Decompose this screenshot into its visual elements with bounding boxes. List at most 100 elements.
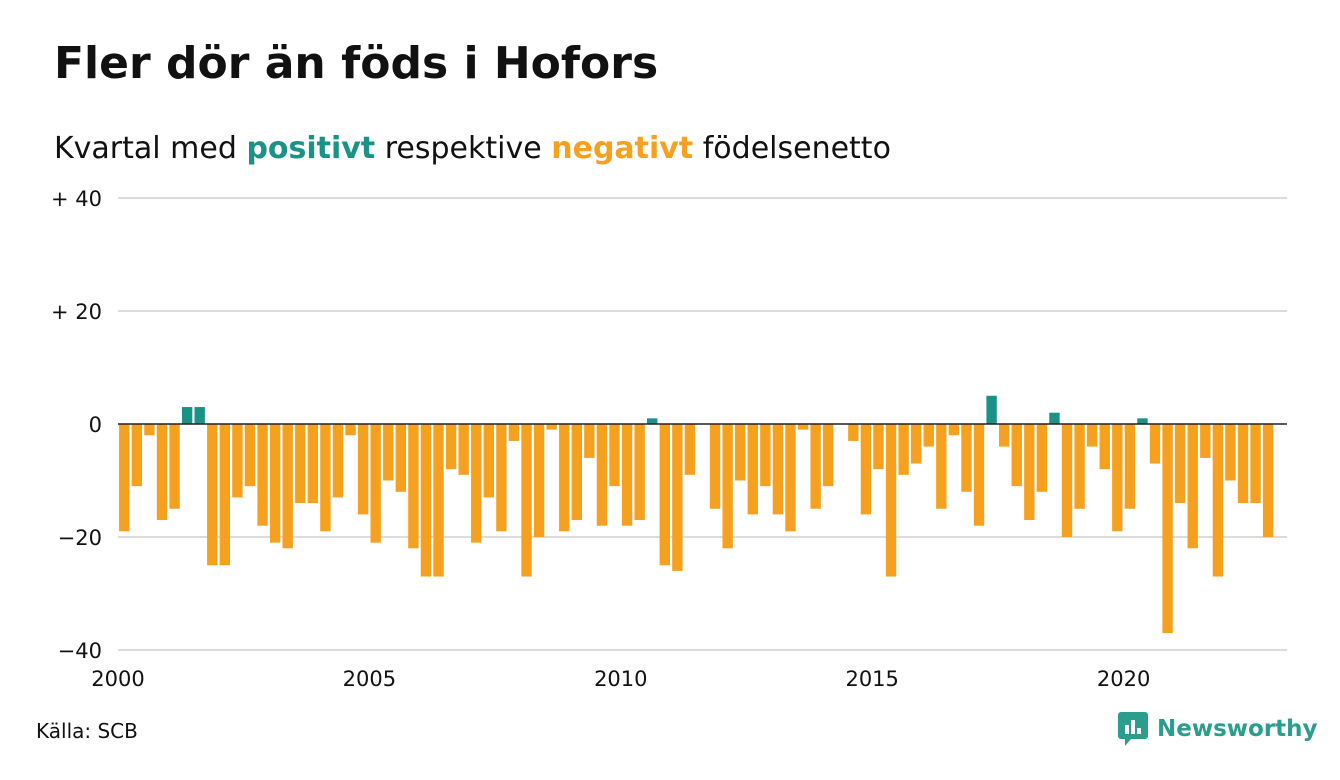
bar-negative <box>584 424 595 458</box>
bar-positive <box>181 407 193 424</box>
bar-negative <box>295 424 306 504</box>
x-axis-ticks: 2000 2005 2010 2015 2020 <box>91 667 1150 691</box>
x-tick-label: 2005 <box>343 667 396 691</box>
bar-negative <box>370 424 381 543</box>
newsworthy-logo-icon <box>1118 712 1148 746</box>
bar-negative <box>357 424 369 515</box>
bar-negative <box>1074 424 1085 509</box>
bar-positive <box>1049 412 1060 424</box>
x-tick-label: 2020 <box>1097 667 1150 691</box>
x-tick-label: 2015 <box>845 667 898 691</box>
subtitle-suffix: födelsenetto <box>702 131 891 166</box>
bar-negative <box>961 424 972 492</box>
bar-negative <box>1262 424 1274 537</box>
bar-negative <box>244 424 256 487</box>
bar-negative <box>772 424 784 515</box>
x-tick-label: 2000 <box>91 667 144 691</box>
bar-negative <box>1024 424 1035 521</box>
bar-negative <box>420 424 432 577</box>
grid-layer <box>118 197 1287 651</box>
y-tick-label: −20 <box>58 526 102 550</box>
y-tick-label: + 20 <box>51 300 102 324</box>
bar-negative <box>785 424 796 532</box>
bar-negative <box>559 424 570 532</box>
bar-negative <box>458 424 469 475</box>
bar-negative <box>1237 424 1249 504</box>
bar-negative <box>156 424 168 521</box>
bar-negative <box>1250 424 1261 504</box>
subtitle-negative-word: negativt <box>551 131 694 166</box>
bar-negative <box>735 424 746 481</box>
bar-negative <box>1124 424 1136 509</box>
bar-negative <box>659 424 670 566</box>
source-label: Källa: SCB <box>36 719 138 743</box>
bar-negative <box>269 424 281 543</box>
bar-negative <box>1187 424 1198 549</box>
bar-negative <box>282 424 293 549</box>
y-tick-label: + 40 <box>51 187 102 211</box>
bar-negative <box>332 424 344 498</box>
bar-negative <box>383 424 394 481</box>
bar-negative <box>345 424 356 436</box>
bar-positive <box>194 407 205 424</box>
bar-negative <box>320 424 331 532</box>
bar-negative <box>144 424 155 436</box>
bar-negative <box>546 424 557 430</box>
bar-negative <box>672 424 683 571</box>
bar-negative <box>533 424 545 537</box>
bar-negative <box>169 424 180 509</box>
bar-negative <box>860 424 872 515</box>
chart-title: Fler dör än föds i Hofors <box>54 38 659 89</box>
bar-negative <box>207 424 218 566</box>
bar-negative <box>911 424 922 464</box>
bar-positive <box>647 418 658 424</box>
bar-negative <box>307 424 319 504</box>
bar-negative <box>596 424 608 526</box>
bar-negative <box>395 424 407 492</box>
bar-negative <box>219 424 231 566</box>
bar-layer <box>119 395 1274 634</box>
bar-negative <box>621 424 633 526</box>
bar-negative <box>257 424 268 526</box>
bar-negative <box>521 424 532 577</box>
bar-negative <box>848 424 859 441</box>
bar-negative <box>483 424 494 498</box>
y-axis-ticks: + 40 + 20 0 −20 −40 <box>51 187 102 663</box>
bar-negative <box>1086 424 1098 447</box>
y-tick-label: 0 <box>89 413 102 437</box>
bar-negative <box>1200 424 1211 458</box>
bar-negative <box>1212 424 1224 577</box>
bar-negative <box>684 424 696 475</box>
bar-negative <box>747 424 758 515</box>
bar-negative <box>1225 424 1236 481</box>
bar-negative <box>760 424 771 487</box>
bar-negative <box>948 424 960 436</box>
bar-negative <box>885 424 897 577</box>
bar-negative <box>1112 424 1123 532</box>
bar-negative <box>119 424 130 532</box>
bar-negative <box>1099 424 1110 470</box>
bar-negative <box>445 424 457 470</box>
bar-negative <box>1174 424 1186 504</box>
bar-positive <box>986 395 997 424</box>
bar-chart: + 40 + 20 0 −20 −40 2000 2005 2010 2015 2020 <box>51 187 1287 691</box>
bar-negative <box>722 424 733 549</box>
bar-negative <box>131 424 143 487</box>
bar-negative <box>408 424 419 549</box>
bar-negative <box>571 424 582 521</box>
bar-negative <box>709 424 721 509</box>
bar-negative <box>810 424 821 509</box>
subtitle-middle: respektive <box>384 131 542 166</box>
brand-name: Newsworthy <box>1157 716 1318 742</box>
bar-negative <box>634 424 645 521</box>
brand: Newsworthy <box>1118 712 1318 746</box>
bar-negative <box>873 424 884 470</box>
bar-negative <box>1011 424 1022 487</box>
x-tick-label: 2010 <box>594 667 647 691</box>
bar-negative <box>508 424 520 441</box>
bar-negative <box>471 424 482 543</box>
bar-negative <box>1036 424 1048 492</box>
bar-negative <box>973 424 985 526</box>
bar-negative <box>433 424 444 577</box>
bar-negative <box>936 424 947 509</box>
